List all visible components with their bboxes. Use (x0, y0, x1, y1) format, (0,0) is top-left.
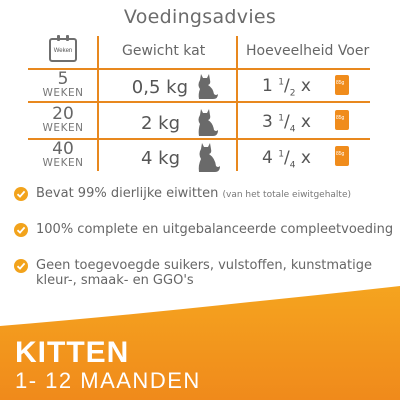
amount-value: 1 1/2 x (262, 76, 311, 99)
checkmark-icon (14, 223, 28, 237)
cat-icon (198, 109, 218, 136)
weight-value: 2 kg (140, 113, 180, 134)
amount-whole: 1 (262, 76, 273, 96)
checkmark-icon (14, 187, 28, 201)
cat-icon (198, 74, 218, 99)
amount-unit: x (300, 76, 311, 96)
banner-subtitle: 1- 12 MAANDEN (15, 368, 201, 393)
fraction-numerator: 1 (278, 77, 284, 88)
benefit-main: Bevat 99% dierlijke eiwitten (36, 186, 219, 201)
benefit-text: 100% complete en uitgebalanceerde comple… (36, 222, 394, 237)
weeks-label: WEKEN (42, 87, 84, 99)
feeding-table: Weken Gewicht kat Hoeveelheid Voer 5 WEK… (0, 35, 400, 176)
weight-value: 4 kg (140, 148, 180, 169)
fraction-denominator: 4 (289, 124, 296, 135)
fraction-numerator: 1 (278, 149, 284, 160)
weeks-value: 20 (52, 104, 74, 124)
calendar-icon: Weken (49, 35, 77, 62)
benefit-text: Geen toegevoegde suikers, vulstoffen, ku… (36, 258, 372, 288)
amount-whole: 3 (262, 112, 273, 132)
amount-column-header: Hoeveelheid Voer (246, 43, 370, 59)
amount-whole: 4 (262, 148, 273, 168)
fraction-denominator: 4 (289, 160, 296, 171)
checkmark-icon (14, 259, 28, 273)
benefit-note: (van het totale eiwitgehalte) (222, 190, 352, 200)
weight-value: 0,5 kg (131, 77, 188, 98)
amount-unit: x (300, 112, 311, 132)
pouch-size: 85g (336, 80, 345, 86)
table-divider (28, 68, 370, 70)
food-pouch-icon: 85g (335, 110, 349, 130)
weeks-label: WEKEN (42, 122, 84, 134)
fraction-numerator: 1 (278, 113, 284, 124)
table-divider (28, 101, 370, 103)
table-divider (28, 138, 370, 140)
fraction-denominator: 2 (289, 88, 296, 99)
banner-title: KITTEN (15, 336, 130, 369)
food-pouch-icon: 85g (335, 75, 349, 95)
weeks-value: 5 (57, 69, 69, 89)
page-title: Voedingsadvies (123, 6, 277, 28)
amount-unit: x (300, 148, 311, 168)
pouch-size: 85g (336, 115, 345, 121)
weight-column-header: Gewicht kat (122, 43, 206, 59)
cat-icon (198, 143, 220, 172)
food-pouch-icon: 85g (335, 146, 349, 166)
table-divider (97, 36, 99, 171)
amount-value: 4 1/4 x (262, 148, 311, 171)
benefit-line: Geen toegevoegde suikers, vulstoffen, ku… (36, 258, 372, 273)
weeks-label: WEKEN (42, 157, 84, 169)
table-divider (236, 36, 238, 171)
pouch-size: 85g (336, 151, 345, 157)
banner-background (0, 286, 400, 400)
weeks-value: 40 (52, 139, 74, 159)
benefit-line: kleur-, smaak- en GGO's (36, 273, 194, 288)
amount-value: 3 1/4 x (262, 112, 311, 135)
benefit-text: Bevat 99% dierlijke eiwitten (van het to… (36, 186, 351, 203)
calendar-label: Weken (53, 48, 73, 54)
